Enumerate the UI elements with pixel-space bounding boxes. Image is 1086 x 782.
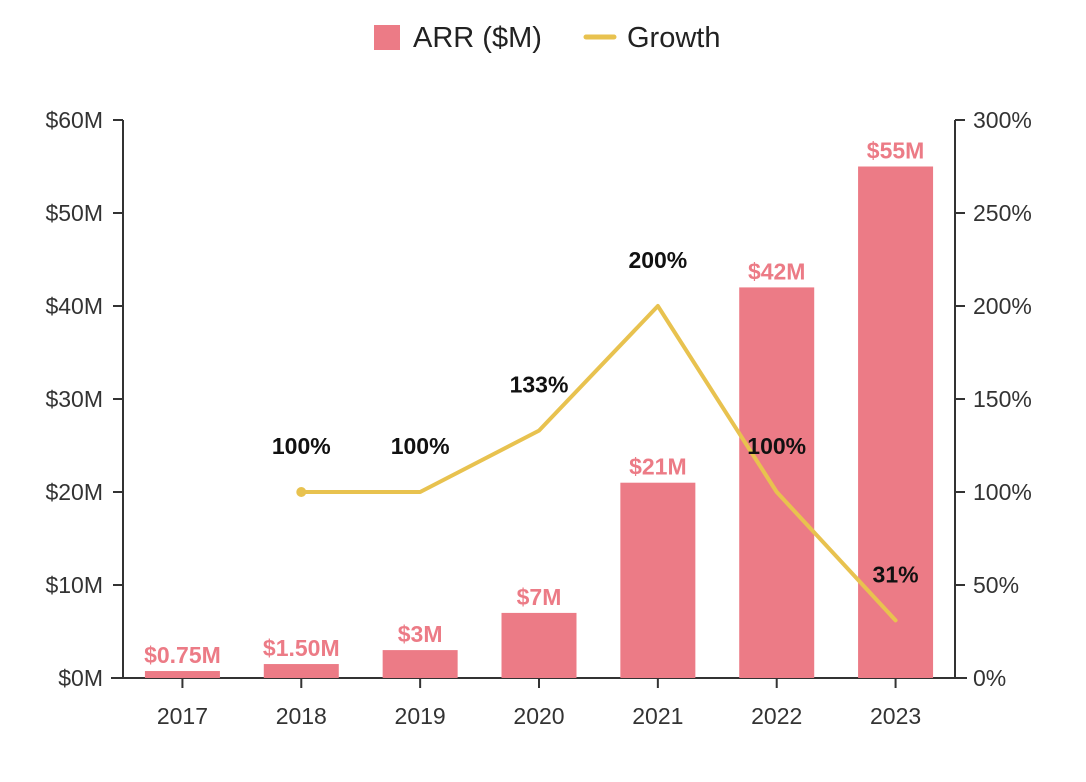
bar-arr-2020 bbox=[501, 612, 577, 678]
bar-label-arr-2021: $21M bbox=[629, 454, 687, 480]
x-tick-label-2021: 2021 bbox=[632, 703, 683, 729]
x-tick-label-2017: 2017 bbox=[157, 703, 208, 729]
left-y-tick-label: $50M bbox=[45, 200, 103, 226]
growth-point-2018 bbox=[296, 487, 307, 497]
bar-label-arr-2019: $3M bbox=[398, 621, 443, 647]
left-y-tick-label: $30M bbox=[45, 386, 103, 412]
left-y-tick-label: $0M bbox=[58, 665, 103, 691]
right-y-tick-label: 200% bbox=[973, 293, 1032, 319]
x-tick-label-2020: 2020 bbox=[513, 703, 564, 729]
bar-labels: $0.75M $1.50M $3M $7M $21M $42M $55M bbox=[144, 138, 924, 669]
right-y-tick-label: 0% bbox=[973, 665, 1006, 691]
legend-swatch-arr bbox=[374, 25, 400, 50]
bar-label-arr-2022: $42M bbox=[748, 258, 806, 284]
bar-label-arr-2017: $0.75M bbox=[144, 642, 221, 668]
bar-arr-2018 bbox=[263, 664, 339, 678]
bar-arr-2022 bbox=[739, 287, 815, 678]
growth-line bbox=[299, 304, 898, 623]
growth-label-2022: 100% bbox=[747, 433, 806, 459]
bar-arr-2023 bbox=[858, 166, 934, 678]
x-tick-label-2023: 2023 bbox=[870, 703, 921, 729]
growth-label-2020: 133% bbox=[510, 372, 569, 398]
bar-label-arr-2018: $1.50M bbox=[263, 635, 340, 661]
growth-label-2018: 100% bbox=[272, 433, 331, 459]
x-tick-label-2019: 2019 bbox=[395, 703, 446, 729]
growth-labels: 100% 100% 133% 200% 100% 31% bbox=[272, 247, 919, 587]
bar-arr-2019 bbox=[382, 650, 458, 678]
right-y-tick-label: 300% bbox=[973, 107, 1032, 133]
bar-arr-2017 bbox=[144, 671, 220, 678]
x-tick-label-2022: 2022 bbox=[751, 703, 802, 729]
bar-label-arr-2020: $7M bbox=[517, 584, 562, 610]
legend-label-growth: Growth bbox=[627, 22, 720, 54]
right-y-tick-label: 50% bbox=[973, 572, 1019, 598]
x-tick-labels: 2017 2018 2019 2020 2021 2022 2023 bbox=[157, 703, 921, 729]
legend-label-arr: ARR ($M) bbox=[413, 22, 542, 54]
growth-label-2021: 200% bbox=[628, 247, 687, 273]
right-y-tick-label: 100% bbox=[973, 479, 1032, 505]
left-y-tick-label: $40M bbox=[45, 293, 103, 319]
bar-label-arr-2023: $55M bbox=[867, 138, 925, 164]
legend: ARR ($M) Growth bbox=[374, 22, 720, 54]
left-y-tick-label: $20M bbox=[45, 479, 103, 505]
right-y-tick-label: 250% bbox=[973, 200, 1032, 226]
bar-arr-2021 bbox=[620, 482, 696, 678]
growth-line-group bbox=[296, 304, 898, 623]
axes: $0M $10M $20M $30M $40M $50M $60M 0% 50% 100% 150%… bbox=[45, 107, 1031, 691]
x-tick-label-2018: 2018 bbox=[276, 703, 327, 729]
growth-label-2023: 31% bbox=[873, 561, 919, 587]
left-y-tick-label: $10M bbox=[45, 572, 103, 598]
left-y-tick-label: $60M bbox=[45, 107, 103, 133]
right-y-tick-label: 150% bbox=[973, 386, 1032, 412]
growth-label-2019: 100% bbox=[391, 433, 450, 459]
